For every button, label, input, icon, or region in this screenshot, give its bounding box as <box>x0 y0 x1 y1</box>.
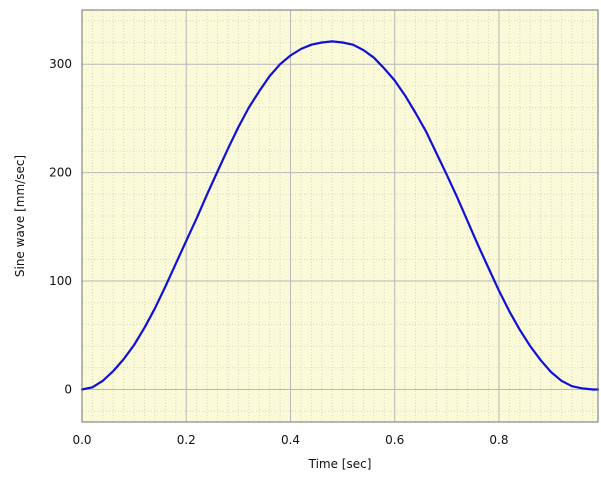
x-tick-label: 0.6 <box>385 433 404 447</box>
x-tick-label: 0.0 <box>72 433 91 447</box>
x-tick-label: 0.8 <box>489 433 508 447</box>
y-tick-label: 100 <box>49 274 72 288</box>
y-axis-title: Sine wave [mm/sec] <box>13 155 27 277</box>
y-tick-label: 0 <box>64 382 72 396</box>
x-axis-title: Time [sec] <box>308 457 372 471</box>
x-ticks: 0.0 0.2 0.4 0.6 0.8 <box>72 433 508 447</box>
x-tick-label: 0.2 <box>177 433 196 447</box>
series-line <box>80 40 600 391</box>
y-tick-label: 300 <box>49 57 72 71</box>
y-tick-label: 200 <box>49 166 72 180</box>
y-ticks: 0 100 200 300 <box>49 57 72 396</box>
plot-frame <box>81 9 599 423</box>
x-tick-label: 0.4 <box>281 433 300 447</box>
